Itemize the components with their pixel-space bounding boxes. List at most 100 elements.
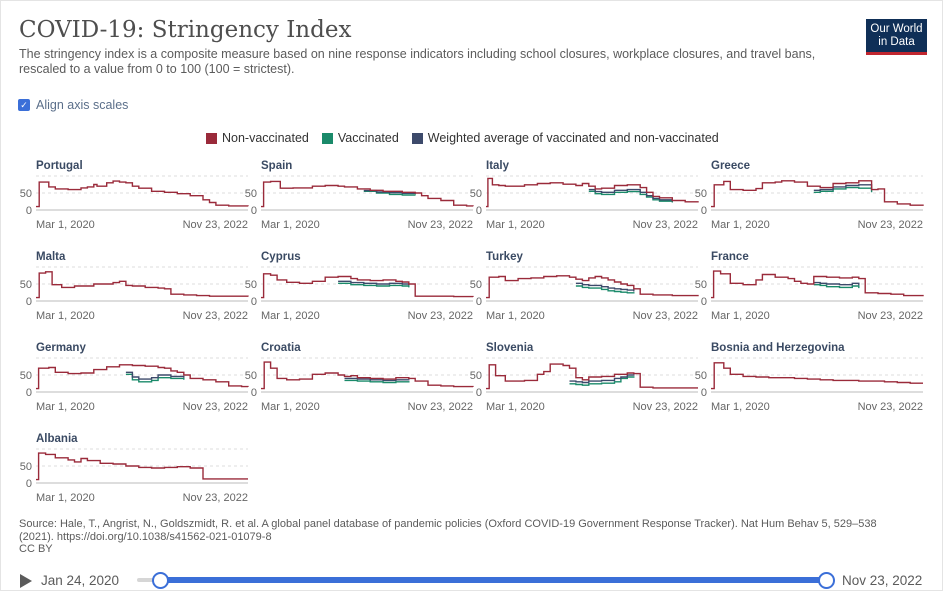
x-tick-label-end: Nov 23, 2022 (183, 310, 248, 322)
source-note: Source: Hale, T., Angrist, N., Goldszmid… (19, 518, 899, 556)
x-tick-label-end: Nov 23, 2022 (858, 310, 923, 322)
panel-title: France (711, 251, 749, 263)
x-tick-label-end: Nov 23, 2022 (858, 219, 923, 231)
y-tick-label: 50 (245, 370, 257, 382)
legend: Non-vaccinated Vaccinated Weighted avera… (206, 131, 732, 145)
timeline-start-date: Jan 24, 2020 (41, 573, 120, 588)
legend-swatch (321, 132, 333, 144)
logo-line-1: Our World (870, 23, 923, 35)
x-tick-label-end: Nov 23, 2022 (408, 401, 473, 413)
panel-bosnia-and-herzegovina: Bosnia and Herzegovina 0 50 Mar 1, 2020 Nov … (695, 342, 923, 413)
panel-albania: Albania 0 50 Mar 1, 2020 Nov 23, 2022 (20, 433, 248, 504)
panel-spain: Spain 0 50 Mar 1, 2020 Nov 23, 2022 (245, 160, 474, 231)
checkbox-check-icon[interactable]: ✓ (18, 99, 30, 111)
x-tick-label-end: Nov 23, 2022 (408, 219, 473, 231)
panel-title: Italy (486, 160, 510, 172)
legend-swatch (411, 132, 423, 144)
x-tick-label-end: Nov 23, 2022 (633, 219, 698, 231)
panel-france: France 0 50 Mar 1, 2020 Nov 23, 2022 (695, 251, 924, 322)
y-tick-label: 50 (470, 370, 482, 382)
source-text: Source: Hale, T., Angrist, N., Goldszmid… (19, 518, 877, 543)
y-tick-label: 50 (245, 188, 257, 200)
panel-italy: Italy 0 50 Mar 1, 2020 Nov 23, 2022 (470, 160, 699, 231)
align-axis-checkbox[interactable]: ✓ Align axis scales (18, 98, 128, 112)
panel-title: Germany (36, 342, 86, 354)
x-tick-label-start: Mar 1, 2020 (36, 219, 95, 231)
x-tick-label-start: Mar 1, 2020 (486, 219, 545, 231)
legend-item-weighted-average[interactable]: Weighted average of vaccinated and non-v… (411, 131, 719, 145)
panel-greece: Greece 0 50 Mar 1, 2020 Nov 23, 2022 (695, 160, 924, 231)
panel-turkey: Turkey 0 50 Mar 1, 2020 Nov 23, 2022 (470, 251, 699, 322)
play-icon[interactable] (20, 574, 32, 588)
page-subtitle: The stringency index is a composite meas… (19, 47, 816, 76)
timeline-selected-range[interactable] (159, 577, 825, 583)
y-tick-label: 0 (251, 205, 257, 217)
x-tick-label-end: Nov 23, 2022 (858, 401, 923, 413)
x-tick-label-end: Nov 23, 2022 (183, 219, 248, 231)
page-title: COVID-19: Stringency Index (19, 17, 352, 43)
panel-title: Greece (711, 160, 750, 172)
panel-title: Slovenia (486, 342, 534, 354)
x-tick-label-start: Mar 1, 2020 (261, 219, 320, 231)
series-line-weighted (575, 282, 635, 292)
series-line-non-vaccinated (36, 364, 249, 390)
y-tick-label: 50 (470, 188, 482, 200)
x-tick-label-start: Mar 1, 2020 (36, 310, 95, 322)
y-tick-label: 50 (245, 279, 257, 291)
panel-slovenia: Slovenia 0 50 Mar 1, 2020 Nov 23, 2022 (470, 342, 698, 413)
series-line-non-vaccinated (261, 273, 474, 299)
x-tick-label-start: Mar 1, 2020 (486, 401, 545, 413)
x-tick-label-start: Mar 1, 2020 (486, 310, 545, 322)
timeline-end-date: Nov 23, 2022 (842, 573, 923, 588)
owid-logo[interactable]: Our World in Data (866, 19, 927, 55)
panel-portugal: Portugal 0 50 Mar 1, 2020 Nov 23, 2022 (20, 160, 249, 231)
series-line-weighted (813, 281, 860, 286)
y-tick-label: 50 (695, 279, 707, 291)
series-line-weighted (813, 184, 873, 191)
x-tick-label-start: Mar 1, 2020 (36, 492, 95, 504)
panel-title: Turkey (486, 251, 523, 263)
x-tick-label-end: Nov 23, 2022 (633, 310, 698, 322)
series-line-weighted (338, 280, 410, 286)
series-line-vaccinated (344, 379, 410, 384)
y-tick-label: 0 (476, 205, 482, 217)
x-tick-label-start: Mar 1, 2020 (711, 401, 770, 413)
panel-croatia: Croatia 0 50 Mar 1, 2020 Nov 23, 2022 (245, 342, 474, 413)
panel-title: Albania (36, 433, 78, 445)
legend-item-non-vaccinated[interactable]: Non-vaccinated (206, 131, 309, 145)
panel-germany: Germany 0 50 Mar 1, 2020 Nov 23, 2022 (20, 342, 249, 413)
series-line-non-vaccinated (711, 180, 924, 208)
legend-swatch (206, 132, 217, 144)
timeline: Jan 24, 2020 Nov 23, 2022 (1, 563, 943, 592)
y-tick-label: 0 (476, 387, 482, 399)
legend-label: Non-vaccinated (222, 131, 309, 145)
series-line-non-vaccinated (486, 275, 699, 299)
series-line-vaccinated (569, 376, 635, 386)
y-tick-label: 50 (20, 370, 32, 382)
panel-title: Portugal (36, 160, 83, 172)
series-line-weighted (569, 374, 635, 384)
x-tick-label-end: Nov 23, 2022 (183, 492, 248, 504)
x-tick-label-end: Nov 23, 2022 (633, 401, 698, 413)
series-line-non-vaccinated (261, 361, 474, 390)
y-tick-label: 50 (20, 461, 32, 473)
y-tick-label: 0 (26, 296, 32, 308)
y-tick-label: 0 (251, 296, 257, 308)
x-tick-label-start: Mar 1, 2020 (261, 310, 320, 322)
series-line-non-vaccinated (711, 270, 924, 299)
timeline-end-handle[interactable] (818, 572, 835, 589)
series-line-non-vaccinated (36, 452, 248, 481)
y-tick-label: 50 (20, 279, 32, 291)
y-tick-label: 50 (470, 279, 482, 291)
x-tick-label-start: Mar 1, 2020 (711, 310, 770, 322)
timeline-start-handle[interactable] (152, 572, 169, 589)
panel-title: Spain (261, 160, 292, 172)
x-tick-label-start: Mar 1, 2020 (261, 401, 320, 413)
legend-item-vaccinated[interactable]: Vaccinated (321, 131, 399, 145)
y-tick-label: 0 (701, 387, 707, 399)
series-line-weighted (125, 371, 185, 380)
license-text: CC BY (19, 543, 53, 555)
logo-line-2: in Data (878, 35, 915, 48)
series-line-vaccinated (338, 282, 410, 288)
